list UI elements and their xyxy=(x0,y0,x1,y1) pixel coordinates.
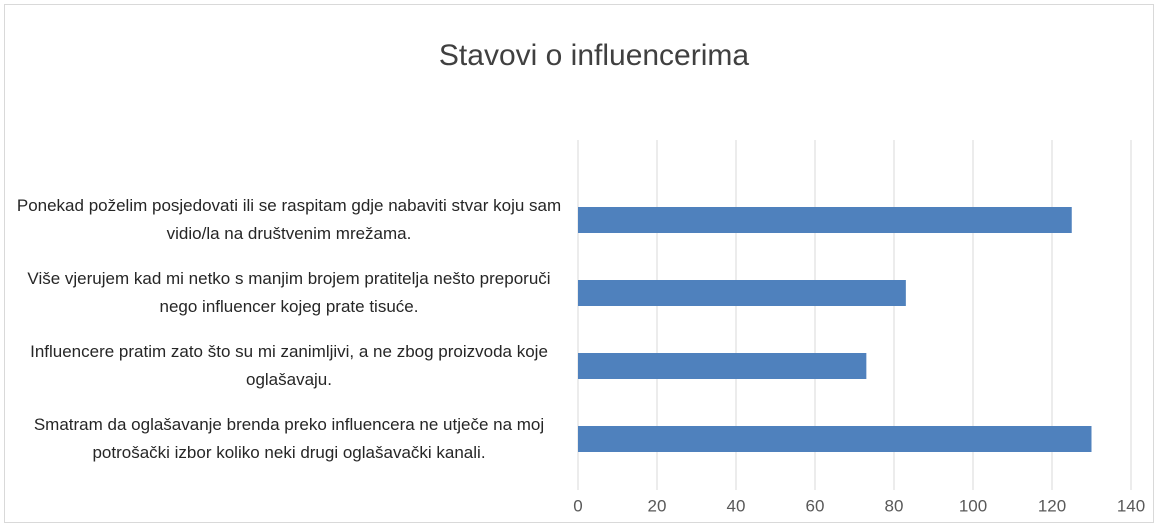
bar xyxy=(578,280,906,306)
bar xyxy=(578,353,867,379)
bar xyxy=(578,426,1092,452)
bar xyxy=(578,207,1072,233)
x-tick-label: 100 xyxy=(959,496,987,515)
chart-frame xyxy=(4,4,1154,523)
x-tick-label: 80 xyxy=(885,496,904,515)
y-tick-label: Influencere pratim zato što su mi zaniml… xyxy=(30,342,548,389)
x-tick-label: 20 xyxy=(648,496,667,515)
x-tick-label: 60 xyxy=(806,496,825,515)
x-tick-label: 140 xyxy=(1117,496,1145,515)
y-tick-label: Smatram da oglašavanje brenda preko infl… xyxy=(33,415,545,462)
x-tick-label: 120 xyxy=(1038,496,1066,515)
y-tick-label: Više vjerujem kad mi netko s manjim broj… xyxy=(27,269,551,316)
chart-title: Stavovi o influencerima xyxy=(439,39,749,72)
y-tick-label: Ponekad poželim posjedovati ili se raspi… xyxy=(16,196,562,243)
x-tick-label: 40 xyxy=(727,496,746,515)
x-tick-label: 0 xyxy=(573,496,582,515)
